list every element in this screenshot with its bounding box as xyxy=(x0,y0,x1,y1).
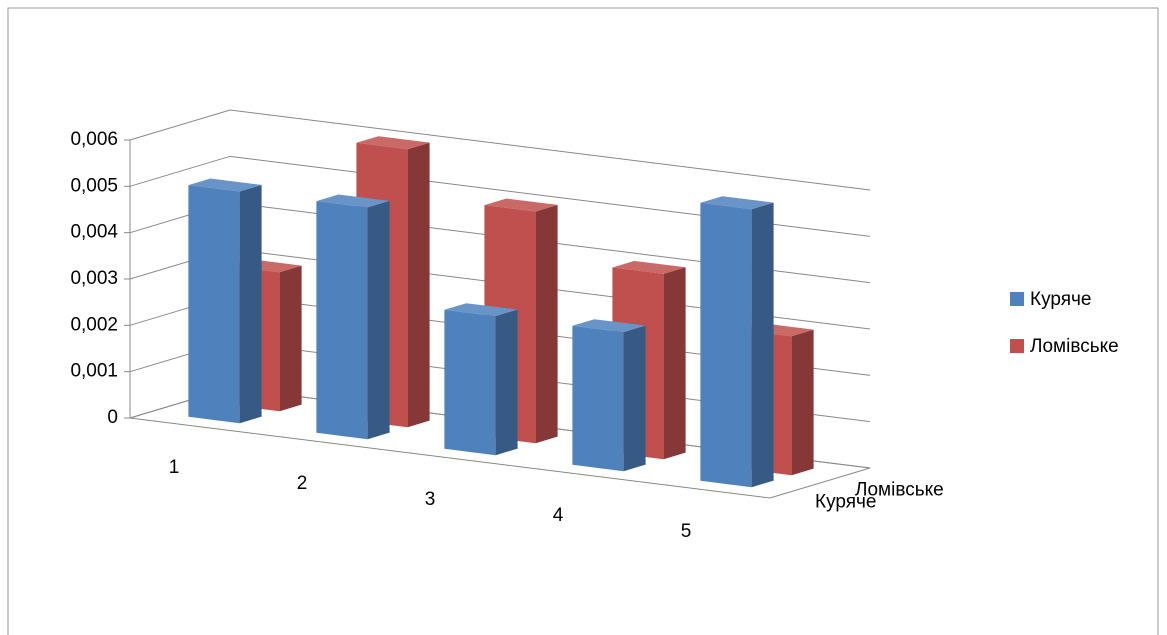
legend-swatch xyxy=(1010,339,1024,353)
bar xyxy=(444,309,496,456)
bar-top xyxy=(188,178,262,192)
y-tick-label: 0,004 xyxy=(70,222,118,243)
x-tick-label: 2 xyxy=(297,473,308,494)
bar-side xyxy=(367,200,390,440)
bar-side xyxy=(407,142,430,428)
bar-side xyxy=(535,204,558,444)
grid-line xyxy=(129,155,871,237)
bar-side xyxy=(279,265,302,412)
depth-tick-label: Куряче xyxy=(815,492,876,513)
y-tick-label: 0,002 xyxy=(70,314,118,335)
depth-tick-label: Ломівське xyxy=(855,480,944,501)
bar-side xyxy=(495,309,518,456)
bar-side xyxy=(239,184,262,424)
bar-top xyxy=(356,136,430,150)
bar-top xyxy=(700,196,774,210)
bar-top xyxy=(572,319,646,333)
bar-side xyxy=(623,325,646,472)
x-tick-label: 3 xyxy=(425,489,436,510)
y-tick-label: 0,005 xyxy=(70,175,118,196)
legend-swatch xyxy=(1010,292,1024,306)
bar xyxy=(316,201,368,440)
x-tick-label: 4 xyxy=(553,505,564,526)
legend-label: Куряче xyxy=(1030,289,1091,310)
bar xyxy=(700,202,752,488)
x-tick-label: 1 xyxy=(169,457,180,478)
bar-side xyxy=(791,329,814,476)
y-tick-label: 0,001 xyxy=(70,361,118,382)
x-tick-label: 5 xyxy=(681,521,692,542)
legend-label: Ломівське xyxy=(1030,336,1119,357)
bar-top xyxy=(484,198,558,212)
bar-top xyxy=(316,194,390,208)
bar xyxy=(188,185,240,424)
bar-top xyxy=(612,260,686,274)
bar-side xyxy=(751,202,774,488)
bar xyxy=(572,325,624,472)
y-tick-label: 0,006 xyxy=(70,129,118,150)
bar-top xyxy=(444,303,518,317)
y-tick-label: 0 xyxy=(107,407,118,428)
bar-side xyxy=(663,267,686,460)
chart-border xyxy=(7,7,1159,635)
grid-line xyxy=(129,109,871,191)
y-tick-label: 0,003 xyxy=(70,268,118,289)
